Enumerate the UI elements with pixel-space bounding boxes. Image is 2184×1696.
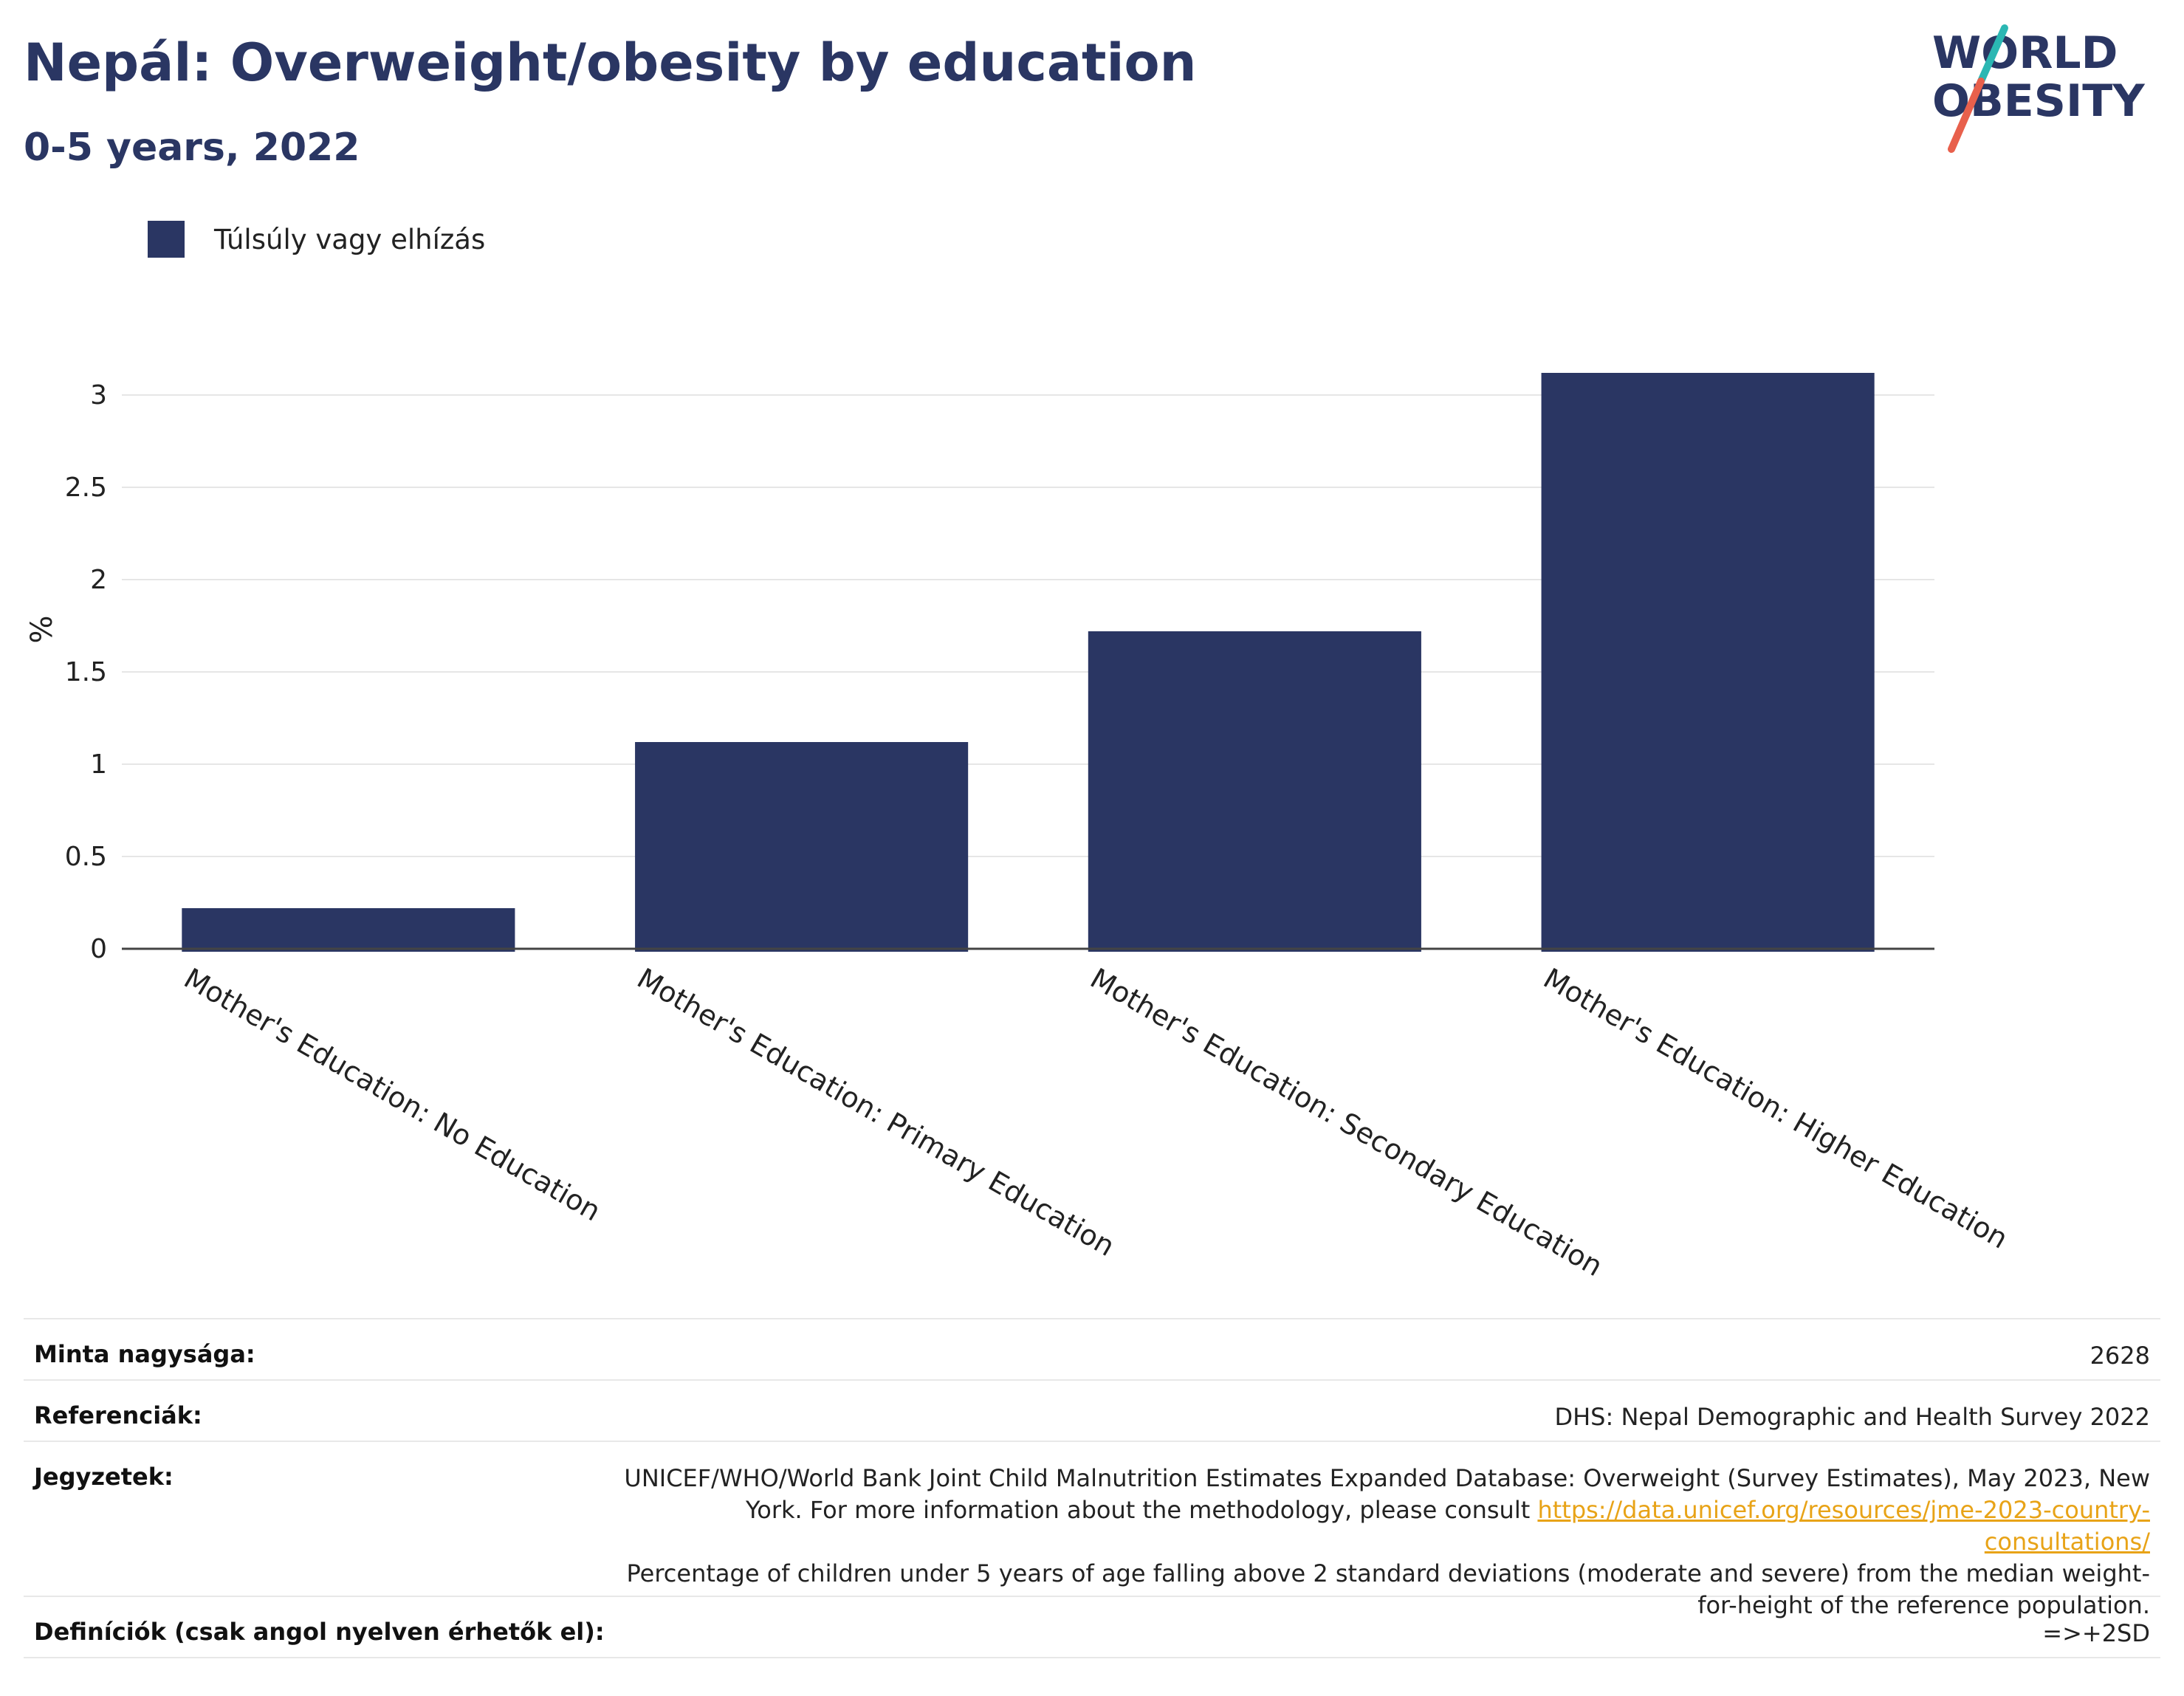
bar — [1541, 373, 1875, 952]
references-value: DHS: Nepal Demographic and Health Survey… — [1554, 1403, 2150, 1431]
sample-size-row: Minta nagysága: 2628 — [24, 1318, 2160, 1379]
page-title: Nepál: Overweight/obesity by education — [24, 32, 1197, 93]
y-tick-label: 1 — [90, 749, 107, 780]
y-tick-label: 3 — [90, 380, 107, 411]
notes-label: Jegyzetek: — [34, 1463, 174, 1491]
x-tick-label: Mother's Education: Secondary Education — [1085, 962, 1608, 1283]
y-tick-label: 0 — [90, 934, 107, 964]
x-tick-label: Mother's Education: Higher Education — [1538, 962, 2013, 1255]
references-row: Referenciák: DHS: Nepal Demographic and … — [24, 1379, 2160, 1441]
definitions-row: Definíciók (csak angol nyelven érhetők e… — [24, 1596, 2160, 1658]
sample-size-label: Minta nagysága: — [34, 1340, 255, 1368]
y-tick-label: 2.5 — [65, 473, 107, 503]
y-tick-label: 0.5 — [65, 842, 107, 872]
notes-text-1: UNICEF/WHO/World Bank Joint Child Malnut… — [624, 1464, 2150, 1524]
info-table: Minta nagysága: 2628 Referenciák: DHS: N… — [24, 1318, 2160, 1658]
logo-slash-teal — [1977, 24, 2008, 85]
notes-row: Jegyzetek: UNICEF/WHO/World Bank Joint C… — [24, 1441, 2160, 1619]
logo-slash-coral — [1948, 78, 1985, 153]
sample-size-value: 2628 — [2089, 1342, 2150, 1370]
logo-line1: WORLD — [1932, 27, 2118, 79]
definitions-value: =>+2SD — [2042, 1619, 2150, 1647]
legend: Túlsúly vagy elhízás — [148, 219, 485, 260]
y-axis-label: % — [25, 615, 59, 643]
notes-value: UNICEF/WHO/World Bank Joint Child Malnut… — [600, 1463, 2150, 1621]
y-tick-label: 1.5 — [65, 657, 107, 687]
references-label: Referenciák: — [34, 1401, 202, 1429]
x-tick-label: Mother's Education: No Education — [179, 962, 606, 1228]
world-obesity-logo: WORLD OBESITY — [1932, 24, 2146, 153]
x-tick-label: Mother's Education: Primary Education — [632, 962, 1121, 1263]
bar — [635, 742, 969, 952]
methodology-link[interactable]: https://data.unicef.org/resources/jme-20… — [1537, 1496, 2150, 1556]
bar-chart: 0 0.5 1 1.5 2 2.5 3 Mother's Education: No Educ… — [25, 373, 2013, 1283]
notes-text-2: Percentage of children under 5 years of … — [626, 1559, 2151, 1619]
legend-label: Túlsúly vagy elhízás — [214, 223, 486, 255]
bar — [1088, 631, 1421, 952]
definitions-label: Definíciók (csak angol nyelven érhetők e… — [34, 1618, 605, 1646]
page-subtitle: 0-5 years, 2022 — [24, 126, 360, 170]
legend-swatch — [148, 221, 185, 258]
y-tick-label: 2 — [90, 565, 107, 595]
bar — [182, 908, 515, 952]
